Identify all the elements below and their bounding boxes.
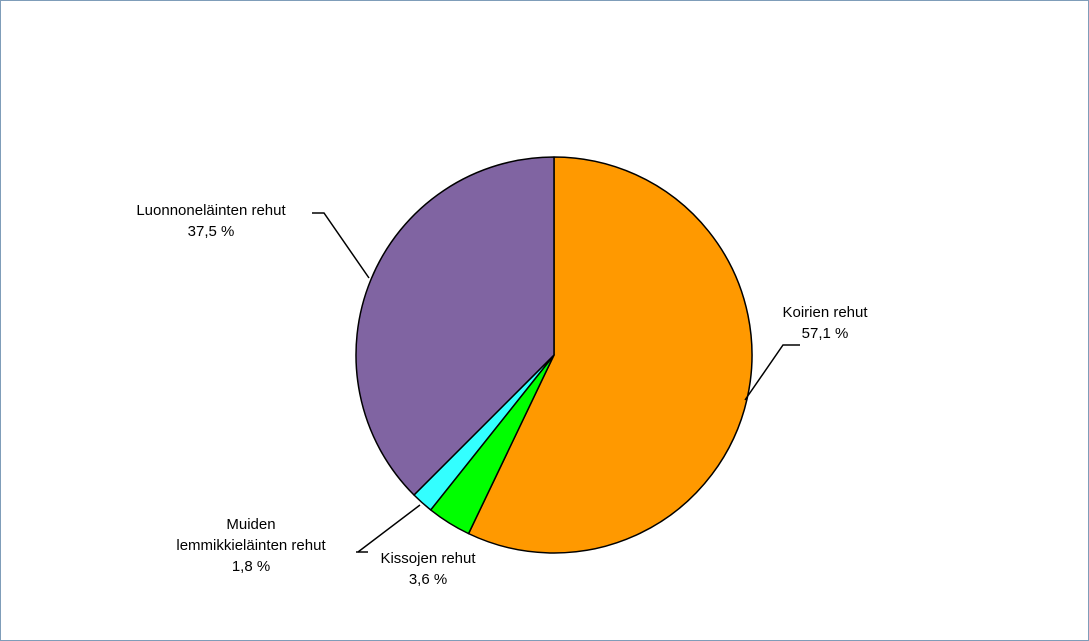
label-muiden-name-line1: Muiden xyxy=(226,516,276,533)
label-koirien: Koirien rehut 57,1 % xyxy=(760,302,890,344)
leader-luonnon xyxy=(312,212,370,279)
slice-luonnon xyxy=(355,156,555,496)
slice-koirien xyxy=(467,156,753,554)
label-luonnon: Luonnoneläinten rehut 37,5 % xyxy=(106,200,316,242)
label-muiden-value: 1,8 % xyxy=(231,558,271,575)
label-luonnon-value: 37,5 % xyxy=(187,223,235,240)
label-kissojen-name: Kissojen rehut xyxy=(380,550,476,567)
leader-koirien xyxy=(744,344,800,401)
label-kissojen: Kissojen rehut 3,6 % xyxy=(368,548,488,590)
label-muiden: Muiden lemmikkieläinten rehut 1,8 % xyxy=(146,514,356,577)
label-koirien-name: Koirien rehut xyxy=(782,304,868,321)
label-luonnon-name: Luonnoneläinten rehut xyxy=(136,202,286,219)
label-muiden-name-line2: lemmikkieläinten rehut xyxy=(176,537,326,554)
label-koirien-value: 57,1 % xyxy=(801,325,849,342)
leader-muiden xyxy=(356,504,421,553)
label-kissojen-value: 3,6 % xyxy=(408,571,448,588)
